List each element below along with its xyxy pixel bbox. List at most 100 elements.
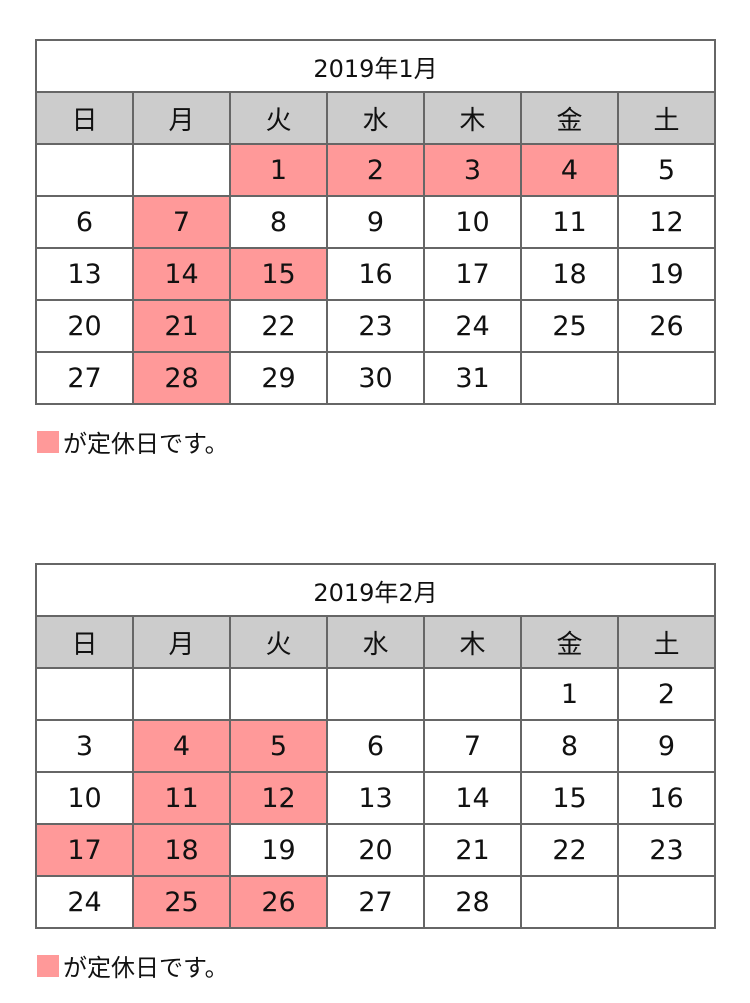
day-cell: 19	[229, 823, 328, 877]
holiday-day-cell: 7	[132, 195, 231, 249]
day-cell	[229, 667, 328, 721]
holiday-day-cell: 25	[132, 875, 231, 929]
weekday-header: 日	[35, 615, 134, 669]
day-cell: 6	[326, 719, 425, 773]
day-cell: 30	[326, 351, 425, 405]
holiday-color-swatch	[37, 430, 59, 453]
day-cell: 20	[326, 823, 425, 877]
weekday-header: 水	[326, 91, 425, 145]
day-cell	[326, 667, 425, 721]
holiday-day-cell: 15	[229, 247, 328, 301]
holiday-day-cell: 14	[132, 247, 231, 301]
day-cell: 11	[520, 195, 619, 249]
day-cell: 27	[35, 351, 134, 405]
calendar-title: 2019年1月	[35, 39, 716, 93]
holiday-day-cell: 12	[229, 771, 328, 825]
day-cell: 23	[326, 299, 425, 353]
day-cell: 12	[617, 195, 716, 249]
holiday-day-cell: 3	[423, 143, 522, 197]
legend: が定休日です。	[37, 948, 229, 983]
day-cell: 20	[35, 299, 134, 353]
day-cell: 23	[617, 823, 716, 877]
day-cell: 6	[35, 195, 134, 249]
day-cell: 16	[617, 771, 716, 825]
day-cell: 28	[423, 875, 522, 929]
week-row: 13 14 15 16 17 18 19	[35, 247, 716, 301]
day-cell: 27	[326, 875, 425, 929]
weekday-header: 日	[35, 91, 134, 145]
legend-text: が定休日です。	[63, 430, 229, 458]
day-cell: 24	[423, 299, 522, 353]
weekday-header: 火	[229, 615, 328, 669]
week-row: 24 25 26 27 28	[35, 875, 716, 929]
day-cell	[35, 667, 134, 721]
day-cell: 16	[326, 247, 425, 301]
holiday-day-cell: 4	[520, 143, 619, 197]
day-cell: 31	[423, 351, 522, 405]
day-cell: 15	[520, 771, 619, 825]
weekday-header: 金	[520, 615, 619, 669]
day-cell: 22	[229, 299, 328, 353]
day-cell: 17	[423, 247, 522, 301]
day-cell	[617, 351, 716, 405]
day-cell: 9	[617, 719, 716, 773]
day-cell: 10	[423, 195, 522, 249]
day-cell: 3	[35, 719, 134, 773]
day-cell	[617, 875, 716, 929]
legend: が定休日です。	[37, 424, 229, 459]
weekday-header: 金	[520, 91, 619, 145]
day-cell: 14	[423, 771, 522, 825]
legend-text: が定休日です。	[63, 954, 229, 982]
holiday-day-cell: 11	[132, 771, 231, 825]
holiday-day-cell: 4	[132, 719, 231, 773]
weekday-header: 月	[132, 91, 231, 145]
day-cell: 25	[520, 299, 619, 353]
week-row: 20 21 22 23 24 25 26	[35, 299, 716, 353]
day-cell: 24	[35, 875, 134, 929]
holiday-day-cell: 17	[35, 823, 134, 877]
day-cell	[132, 143, 231, 197]
day-cell: 21	[423, 823, 522, 877]
calendar-table: 2019年2月日月火水木金土 1 2 3 4 5 6 7 8 9 10 11 12 13 14 15 16 17 1…	[35, 563, 716, 929]
weekday-header: 月	[132, 615, 231, 669]
day-cell: 9	[326, 195, 425, 249]
day-cell	[423, 667, 522, 721]
day-cell	[520, 351, 619, 405]
holiday-day-cell: 26	[229, 875, 328, 929]
week-row: 27 28 29 30 31	[35, 351, 716, 405]
weekday-header: 木	[423, 615, 522, 669]
weekday-header: 火	[229, 91, 328, 145]
day-cell: 26	[617, 299, 716, 353]
weekday-header: 水	[326, 615, 425, 669]
day-cell: 13	[326, 771, 425, 825]
calendar-table: 2019年1月日月火水木金土 1 2 3 4 5 6 7 8 9 10 11 12 13 14 15 16 17 1…	[35, 39, 716, 405]
holiday-day-cell: 18	[132, 823, 231, 877]
weekday-header: 土	[617, 615, 716, 669]
day-cell: 1	[520, 667, 619, 721]
weekday-header: 土	[617, 91, 716, 145]
day-cell: 5	[617, 143, 716, 197]
day-cell: 2	[617, 667, 716, 721]
day-cell	[35, 143, 134, 197]
holiday-day-cell: 28	[132, 351, 231, 405]
day-cell: 29	[229, 351, 328, 405]
day-cell: 10	[35, 771, 134, 825]
calendar-title: 2019年2月	[35, 563, 716, 617]
holiday-day-cell: 5	[229, 719, 328, 773]
holiday-color-swatch	[37, 954, 59, 977]
day-cell: 19	[617, 247, 716, 301]
week-row: 17 18 19 20 21 22 23	[35, 823, 716, 877]
day-cell	[520, 875, 619, 929]
day-cell	[132, 667, 231, 721]
day-cell: 13	[35, 247, 134, 301]
holiday-day-cell: 1	[229, 143, 328, 197]
weekday-header: 木	[423, 91, 522, 145]
holiday-day-cell: 21	[132, 299, 231, 353]
day-cell: 22	[520, 823, 619, 877]
holiday-day-cell: 2	[326, 143, 425, 197]
day-cell: 8	[520, 719, 619, 773]
day-cell: 7	[423, 719, 522, 773]
